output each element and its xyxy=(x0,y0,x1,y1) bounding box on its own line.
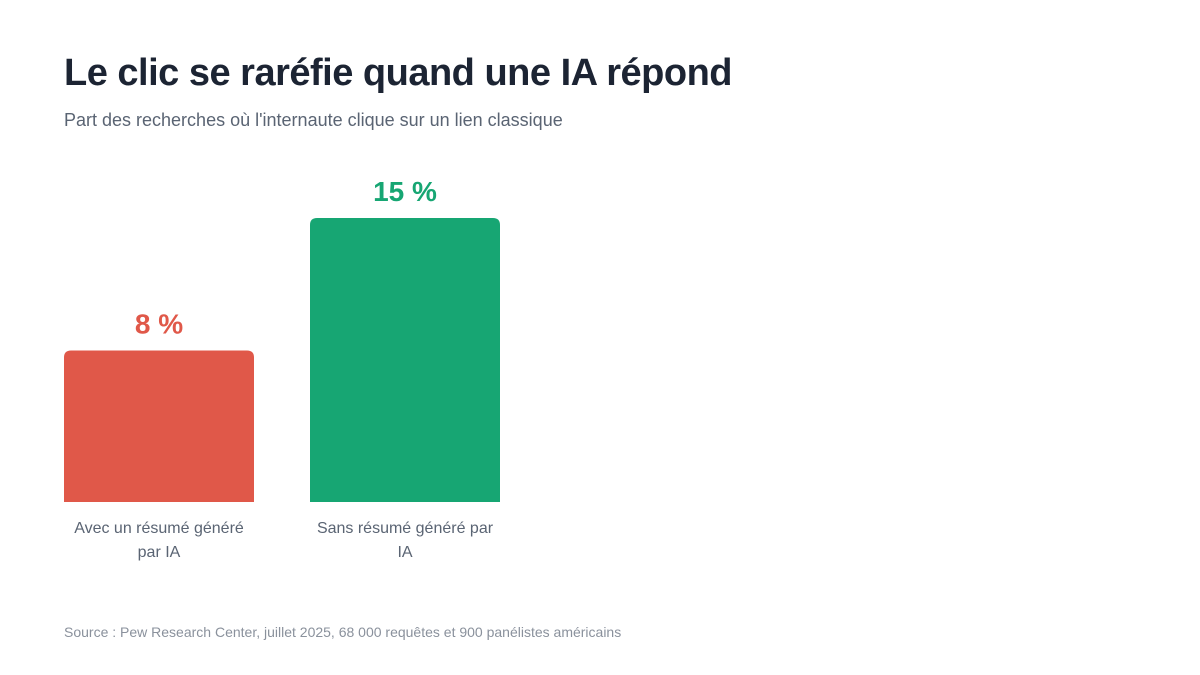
value-label-1: 8 % xyxy=(135,309,183,340)
bar-chart: 8 % Avec un résumé généré par IA 15 % Sans r… xyxy=(64,176,500,561)
value-label-2: 15 % xyxy=(373,176,437,207)
bar-2 xyxy=(310,218,500,502)
category-label-1: Avec un résumé généré par IA xyxy=(74,520,244,561)
category-label-2: Sans résumé généré par IA xyxy=(317,520,494,561)
chart-subtitle: Part des recherches où l'internaute cliq… xyxy=(64,110,563,130)
category-label-line: IA xyxy=(397,544,412,561)
category-label-line: Avec un résumé généré xyxy=(74,520,244,537)
chart-title: Le clic se raréfie quand une IA répond xyxy=(64,52,733,94)
category-label-line: Sans résumé généré par xyxy=(317,520,494,537)
source-note: Source : Pew Research Center, juillet 20… xyxy=(64,624,622,640)
bar-1 xyxy=(64,350,254,502)
category-label-line: par IA xyxy=(138,544,181,561)
